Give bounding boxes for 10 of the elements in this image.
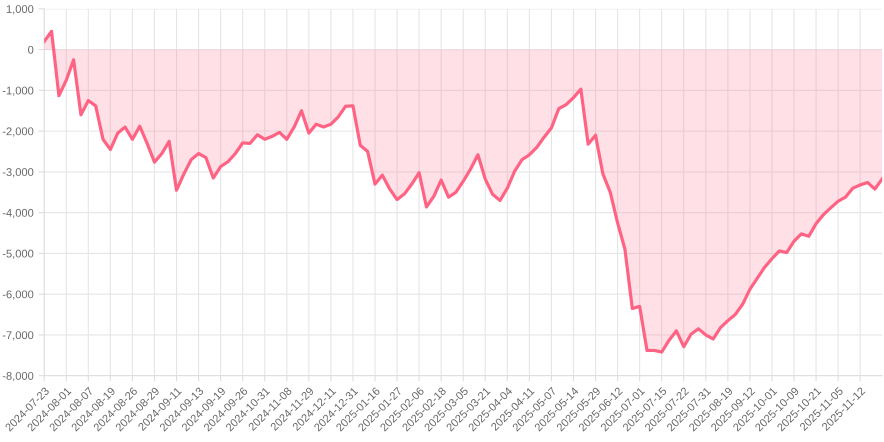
y-tick-label: 0 — [28, 46, 34, 54]
y-tick-label: -5,000 — [2, 250, 34, 259]
y-tick-label: -7,000 — [2, 331, 34, 340]
y-tick-label: -6,000 — [2, 290, 34, 300]
y-tick-label: -2,000 — [2, 127, 34, 137]
y-tick-label: -3,000 — [2, 168, 34, 178]
y-tick-label: -4,000 — [2, 208, 34, 218]
y-tick-label: 1,000 — [6, 5, 34, 14]
y-tick-label: -8,000 — [2, 372, 34, 382]
y-tick-label: -1,000 — [2, 86, 34, 96]
